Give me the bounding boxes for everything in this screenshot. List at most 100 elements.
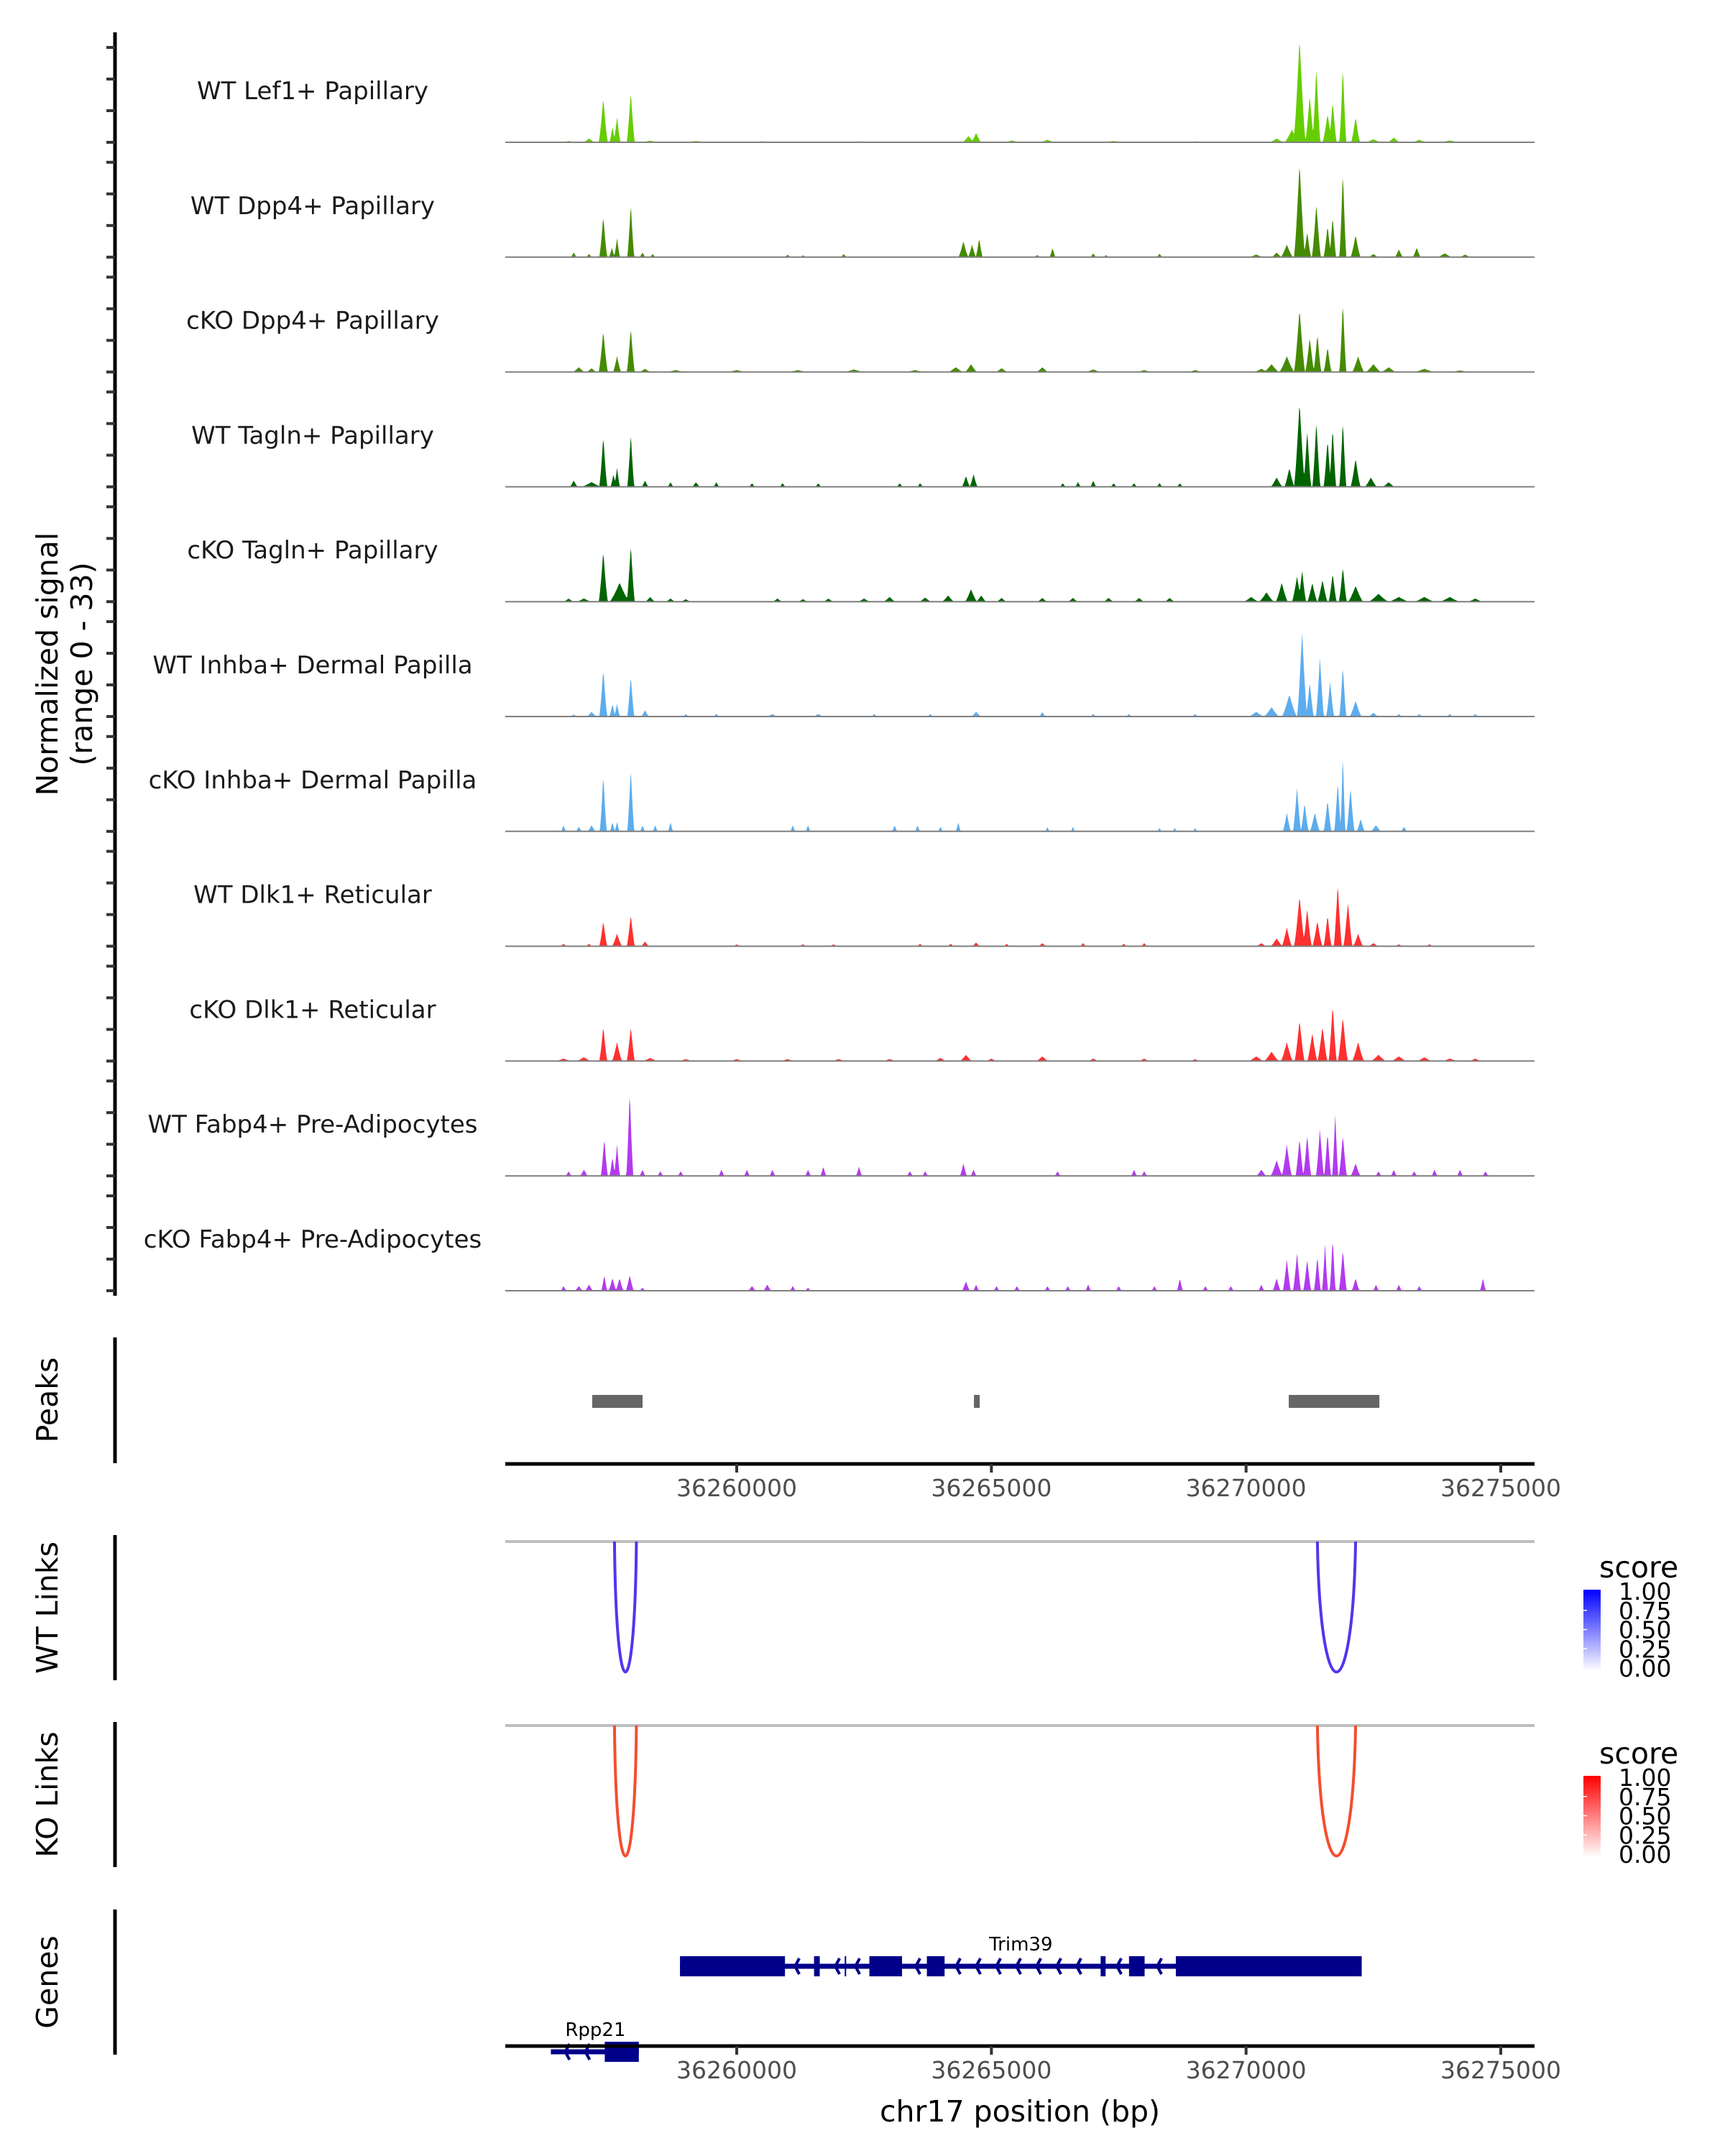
coverage-area [505, 548, 1535, 602]
coverage-area [505, 168, 1535, 257]
coverage-area [505, 308, 1535, 372]
coverage-track: WT Lef1+ Papillary [197, 44, 1535, 143]
coverage-area [505, 760, 1535, 831]
gene-name-label: Trim39 [988, 1934, 1052, 1955]
coverage-area [505, 44, 1535, 142]
coverage-area [505, 1097, 1535, 1176]
link-arc [1315, 1541, 1358, 1674]
genes-track-label: Genes [30, 1935, 65, 2029]
strand-arrow-icon [954, 1958, 962, 1975]
peak-region [974, 1395, 980, 1408]
track-label: WT Dpp4+ Papillary [190, 192, 435, 221]
gene-exon [926, 1956, 945, 1976]
strand-arrow-icon [1014, 1958, 1022, 1975]
track-label: cKO Dlk1+ Reticular [189, 995, 436, 1024]
legend-tick-label: 0.00 [1619, 1654, 1671, 1682]
strand-arrow-icon [793, 1958, 801, 1975]
coverage-y-axis-title-line2: (range 0 - 33) [65, 562, 99, 765]
gene-name-label: Rpp21 [565, 2019, 625, 2041]
x-tick-label: 36265000 [931, 1474, 1052, 1502]
legend-colorbar [1583, 1776, 1601, 1857]
gene-exon [680, 1956, 786, 1976]
strand-arrow-icon [853, 1958, 861, 1975]
legend-colorbar [1583, 1590, 1601, 1671]
track-label: cKO Tagln+ Papillary [187, 536, 438, 565]
strand-arrow-icon [833, 1958, 841, 1975]
peaks-panel: Peaks 36260000 36265000 36270000 36275000 [30, 1337, 1561, 1502]
track-label: cKO Inhba+ Dermal Papilla [149, 766, 477, 795]
coverage-track: cKO Fabp4+ Pre-Adipocytes [144, 1225, 1535, 1291]
peak-regions [592, 1395, 1380, 1408]
coverage-tracks: WT Lef1+ Papillary WT Dpp4+ Papillary cKO … [144, 44, 1535, 1291]
legend-tick-label: 0.25 [1619, 1635, 1671, 1663]
coverage-y-axis-title-line1: Normalized signal [30, 533, 65, 796]
gene-exon [1128, 1956, 1145, 1976]
strand-arrow-icon [1034, 1958, 1042, 1975]
strand-arrow-icon [1115, 1958, 1123, 1975]
x-axis-title: chr17 position (bp) [880, 2094, 1160, 2129]
track-label: cKO Fabp4+ Pre-Adipocytes [144, 1225, 482, 1254]
peak-region [592, 1395, 643, 1408]
strand-arrow-icon [974, 1958, 982, 1975]
coverage-track: WT Dlk1+ Reticular [193, 881, 1535, 947]
legend-title: score [1599, 1736, 1678, 1771]
legend-tick-label: 0.50 [1619, 1616, 1671, 1644]
strand-arrow-icon [1075, 1958, 1082, 1975]
track-label: WT Inhba+ Dermal Papilla [152, 651, 472, 680]
coverage-area [505, 888, 1535, 946]
gene-models: Trim39 Rpp21 [551, 1934, 1362, 2062]
legend-tick-label: 1.00 [1619, 1764, 1671, 1792]
coverage-track: cKO Inhba+ Dermal Papilla [149, 760, 1535, 832]
gene-exon [1100, 1956, 1106, 1976]
coverage-panel: Normalized signal (range 0 - 33) WT Lef1… [30, 32, 1535, 1296]
coverage-area [505, 633, 1535, 717]
legend-tick-label: 0.75 [1619, 1783, 1671, 1811]
strand-arrow-icon [1054, 1958, 1062, 1975]
coverage-track: cKO Dlk1+ Reticular [189, 995, 1535, 1062]
x-tick-label: 36270000 [1186, 2056, 1307, 2084]
gene-exon [814, 1956, 820, 1976]
gene-model: Rpp21 [551, 2019, 639, 2062]
legend-tick-label: 1.00 [1619, 1577, 1671, 1606]
legend-tick-label: 0.50 [1619, 1802, 1671, 1830]
coverage-track: cKO Tagln+ Papillary [187, 536, 1535, 603]
x-tick-label: 36265000 [931, 2056, 1052, 2084]
coverage-area [505, 1243, 1535, 1291]
x-tick-label: 36260000 [676, 2056, 797, 2084]
track-label: WT Tagln+ Papillary [191, 421, 434, 450]
gene-exon [869, 1956, 902, 1976]
coverage-track: WT Tagln+ Papillary [191, 407, 1535, 488]
gene-exon [1175, 1956, 1362, 1976]
x-axis-ticks-top: 36260000 36265000 36270000 36275000 [676, 1464, 1561, 1502]
coverage-track: WT Dpp4+ Papillary [190, 168, 1535, 258]
track-label: cKO Dpp4+ Papillary [186, 307, 439, 336]
track-label: WT Lef1+ Papillary [197, 77, 428, 106]
coverage-track: WT Inhba+ Dermal Papilla [152, 633, 1535, 717]
peaks-track-label: Peaks [30, 1358, 65, 1443]
gene-model: Trim39 [680, 1934, 1362, 1976]
x-tick-label: 36275000 [1440, 2056, 1561, 2084]
link-arc [1315, 1725, 1358, 1858]
links-track-label: KO Links [30, 1731, 65, 1857]
coverage-area [505, 1010, 1535, 1061]
strand-arrow-icon [1155, 1958, 1163, 1975]
coverage-y-ticks [106, 46, 115, 1292]
track-label: WT Dlk1+ Reticular [193, 881, 432, 910]
x-axis-ticks-bottom: 36260000 36265000 36270000 36275000 [676, 2046, 1561, 2084]
peak-region [1289, 1395, 1380, 1408]
links-track-label: WT Links [30, 1542, 65, 1674]
legend-tick-label: 0.25 [1619, 1821, 1671, 1849]
strand-arrow-icon [914, 1958, 921, 1975]
x-tick-label: 36275000 [1440, 1474, 1561, 1502]
x-tick-label: 36260000 [676, 1474, 797, 1502]
coverage-track: WT Fabp4+ Pre-Adipocytes [148, 1097, 1535, 1177]
coverage-track: cKO Dpp4+ Papillary [186, 307, 1535, 373]
gene-exon [845, 1956, 847, 1976]
legend-title: score [1599, 1550, 1678, 1585]
link-arc [612, 1725, 638, 1858]
